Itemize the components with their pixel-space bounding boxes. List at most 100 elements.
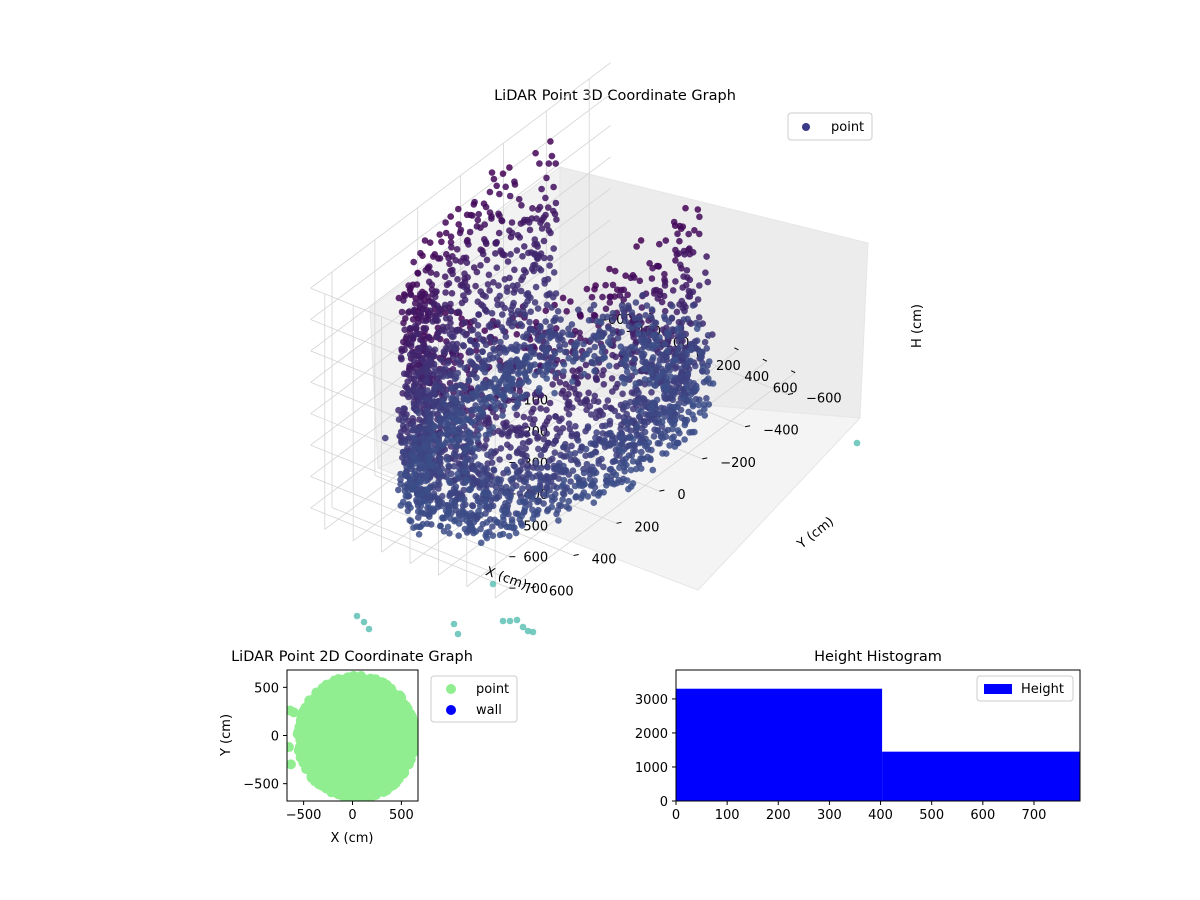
point-3d (427, 437, 435, 445)
point-3d (607, 429, 614, 437)
point-3d (643, 302, 651, 309)
point-3d (687, 346, 695, 354)
point-3d-outlier (450, 620, 458, 628)
point-3d (514, 307, 522, 315)
point-3d (461, 525, 469, 533)
point-3d (620, 311, 628, 319)
point-3d (689, 401, 697, 408)
point-3d (569, 367, 576, 375)
point-3d (467, 348, 475, 356)
point-3d (465, 241, 472, 248)
point-3d (416, 460, 424, 468)
point-3d (637, 465, 645, 472)
point-3d (475, 311, 483, 318)
point-3d (654, 341, 661, 349)
point-3d (436, 454, 443, 462)
point-3d (426, 419, 433, 426)
point-3d (521, 311, 529, 319)
point-3d (416, 345, 424, 352)
point-3d (427, 307, 434, 315)
point-3d (652, 382, 659, 390)
point-3d (408, 339, 415, 347)
point-3d (521, 422, 529, 430)
point-3d (435, 478, 442, 486)
point-3d (569, 378, 576, 385)
point-3d (585, 317, 593, 324)
point-3d (445, 462, 452, 470)
point-3d (417, 502, 425, 510)
point-3d (510, 319, 518, 326)
point-3d (431, 346, 439, 354)
point-3d (692, 319, 700, 327)
point-3d (518, 522, 526, 529)
point-2d (384, 725, 395, 736)
point-3d (565, 410, 573, 418)
point-3d (399, 498, 407, 506)
point-3d (700, 401, 708, 408)
point-3d (620, 296, 627, 303)
point-2d (329, 675, 340, 686)
point-3d (448, 290, 456, 297)
point-3d (422, 317, 430, 325)
point-3d (669, 287, 677, 294)
grid-line-wall-back-h (310, 476, 510, 558)
point-3d (488, 481, 495, 488)
point-3d (642, 358, 650, 366)
point-3d (638, 408, 645, 416)
point-3d (676, 343, 684, 350)
point-3d (685, 230, 692, 238)
point-3d (411, 348, 418, 356)
point-3d (656, 334, 663, 341)
point-3d (509, 484, 516, 492)
point-3d (434, 334, 441, 341)
point-3d (420, 305, 427, 313)
x-tick-3d (734, 347, 739, 351)
grid-line-wall-left-h (310, 62, 611, 289)
point-3d (527, 294, 534, 302)
point-3d (601, 436, 608, 444)
point-3d (620, 286, 628, 294)
point-3d (522, 391, 530, 399)
point-3d (500, 327, 507, 335)
point-3d (574, 367, 582, 375)
point-3d (445, 280, 453, 287)
point-3d (517, 287, 525, 295)
y-tick-label-3d: −200 (720, 456, 756, 471)
point-3d (455, 308, 462, 316)
point-3d (626, 419, 633, 426)
point-3d (487, 320, 495, 328)
point-2d (340, 692, 351, 703)
point-3d (573, 473, 581, 481)
point-3d (554, 308, 562, 315)
point-3d (487, 393, 495, 401)
point-3d (532, 459, 540, 466)
point-3d (441, 301, 449, 309)
point-3d (438, 238, 445, 246)
point-3d (621, 379, 628, 387)
point-3d (442, 309, 449, 317)
point-3d (502, 349, 509, 356)
point-3d (496, 362, 503, 370)
point-3d (503, 422, 510, 430)
point-3d (450, 463, 458, 470)
point-3d (695, 314, 703, 321)
point-3d (597, 408, 604, 415)
point-3d (691, 227, 698, 234)
point-3d (648, 389, 655, 396)
point-3d (400, 449, 407, 456)
point-2d (348, 701, 359, 712)
point-3d (499, 412, 506, 419)
point-3d (602, 422, 609, 430)
point-3d (534, 305, 542, 312)
point-3d (405, 388, 413, 396)
point-3d (456, 411, 463, 418)
point-3d (539, 333, 546, 340)
point-3d (678, 297, 686, 305)
point-3d (442, 289, 449, 296)
point-3d (474, 435, 481, 443)
point-3d (538, 225, 546, 232)
point-3d (535, 445, 542, 453)
point-3d (526, 318, 533, 326)
legend-3d-frame (787, 112, 873, 141)
point-3d (488, 448, 495, 455)
